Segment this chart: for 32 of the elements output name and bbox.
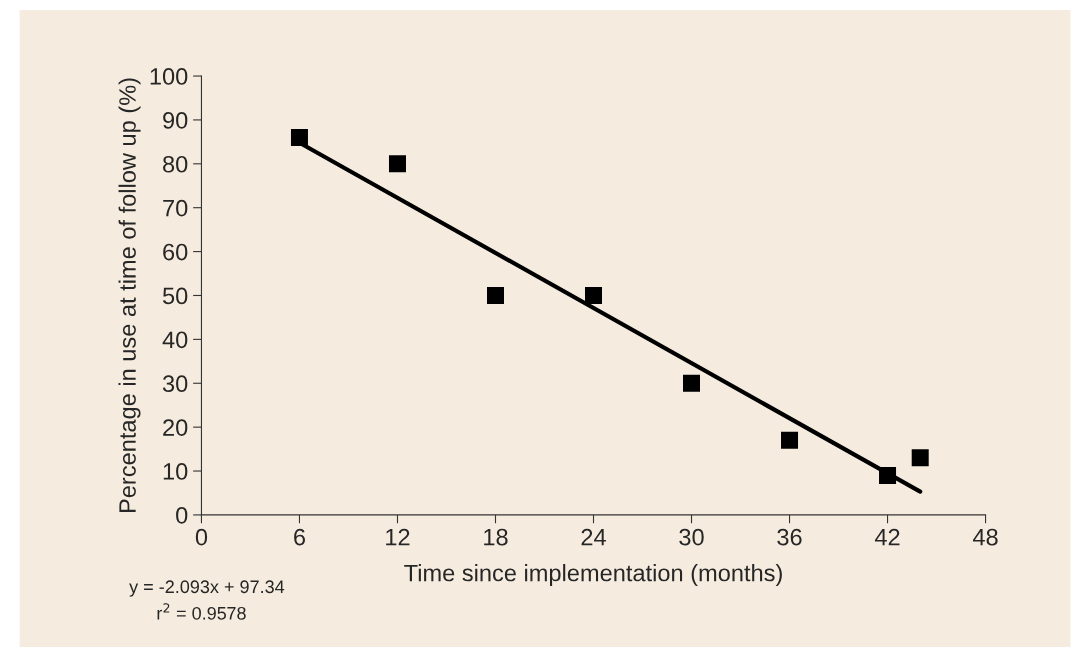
y-tick-label: 70 bbox=[163, 199, 188, 217]
y-tick-label: 20 bbox=[163, 419, 188, 436]
x-tick-label: 24 bbox=[581, 528, 606, 546]
point bbox=[879, 466, 897, 484]
x-axis-title: Time since implementation (months) bbox=[404, 564, 782, 587]
y-tick-label: 60 bbox=[163, 243, 188, 261]
y-tick-label: 0 bbox=[176, 506, 188, 524]
point bbox=[290, 128, 308, 146]
point bbox=[683, 374, 701, 392]
x-tick-label: 42 bbox=[874, 528, 900, 546]
y-axis-title: Percentage in use at time of follow up (%) bbox=[118, 78, 141, 513]
x-tick-label: 12 bbox=[386, 528, 410, 546]
y-tick-label: 40 bbox=[162, 331, 188, 349]
x-tick-label: 36 bbox=[777, 528, 802, 546]
y-tick-label: 80 bbox=[163, 155, 188, 173]
y-tick-label: 100 bbox=[150, 68, 188, 85]
x-tick-label: 18 bbox=[484, 528, 508, 546]
point bbox=[585, 286, 603, 304]
y-tick-label: 90 bbox=[163, 111, 188, 129]
y-tick-label: 50 bbox=[162, 287, 188, 305]
x-tick-label: 0 bbox=[195, 528, 208, 546]
point bbox=[781, 431, 799, 449]
x-tick-label: 48 bbox=[972, 528, 998, 546]
point bbox=[911, 449, 929, 467]
point bbox=[486, 286, 504, 304]
y-tick-label: 30 bbox=[162, 375, 188, 393]
x-tick-label: 6 bbox=[294, 528, 305, 546]
text: y = -2.093x + 97.34 bbox=[129, 580, 285, 597]
x-tick-label: 30 bbox=[679, 528, 704, 546]
y-tick-label: 10 bbox=[163, 463, 188, 480]
text: r$^{2}$ = 0.9578 bbox=[157, 603, 246, 620]
point bbox=[388, 155, 406, 173]
